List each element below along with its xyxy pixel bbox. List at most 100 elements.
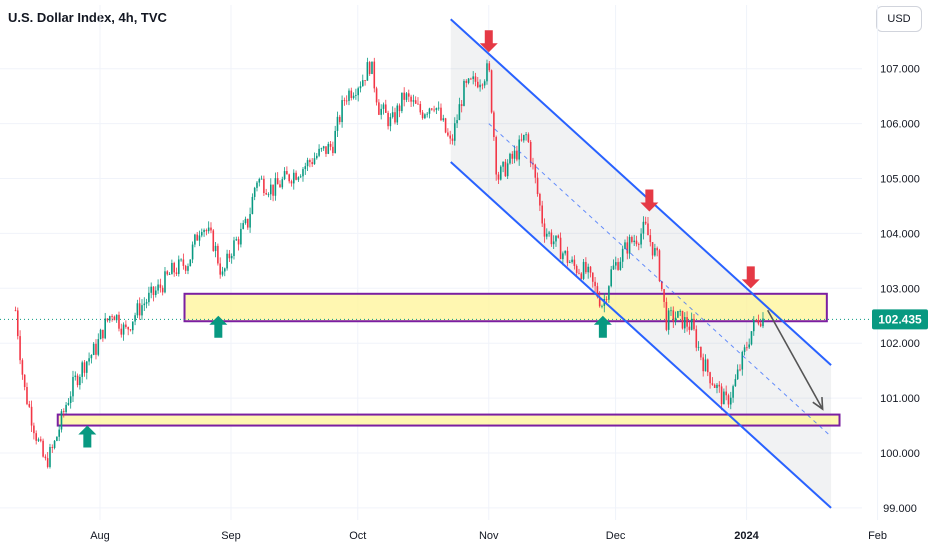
candle-body xyxy=(359,86,362,89)
candle-body xyxy=(106,318,109,321)
candle-body xyxy=(288,174,290,182)
candle-body xyxy=(430,108,433,110)
candle-body xyxy=(37,439,40,441)
arrow-up-icon xyxy=(593,315,612,338)
candle-body xyxy=(290,181,293,184)
candle-body xyxy=(598,296,601,307)
candle-body xyxy=(660,281,663,290)
candle-body xyxy=(81,362,83,377)
candle-body xyxy=(396,105,399,123)
candle-body xyxy=(361,80,364,87)
candle-body xyxy=(198,235,201,241)
candle-body xyxy=(56,436,58,441)
candle-body xyxy=(635,240,638,245)
arrow-up-icon xyxy=(78,425,97,448)
candle-body xyxy=(42,440,44,457)
x-tick-label: Aug xyxy=(90,530,110,542)
candle-body xyxy=(88,358,90,362)
candle-body xyxy=(447,132,449,136)
candle-body xyxy=(502,161,504,167)
candle-body xyxy=(631,236,633,242)
candle-body xyxy=(626,242,629,254)
candle-body xyxy=(624,242,626,249)
candle-body xyxy=(509,153,511,164)
candle-body xyxy=(235,239,238,241)
candle-body xyxy=(79,376,81,386)
candle-body xyxy=(223,268,226,272)
candle-body xyxy=(628,236,631,254)
candle-body xyxy=(424,114,426,119)
candle-body xyxy=(460,104,463,106)
candle-body xyxy=(237,239,240,245)
candle-body xyxy=(53,440,56,448)
candle-body xyxy=(131,321,134,331)
candle-body xyxy=(244,218,247,224)
candle-body xyxy=(732,386,734,398)
candle-body xyxy=(221,271,224,275)
candle-body xyxy=(621,248,624,262)
candle-body xyxy=(421,112,424,119)
candle-body xyxy=(525,134,527,136)
candle-body xyxy=(263,178,265,193)
candle-body xyxy=(260,178,263,180)
candle-body xyxy=(467,78,470,83)
candle-body xyxy=(686,317,688,327)
candle-body xyxy=(739,369,741,371)
candle-body xyxy=(736,369,739,380)
candle-body xyxy=(504,161,507,177)
candle-body xyxy=(104,318,106,339)
candle-body xyxy=(46,458,49,467)
candle-body xyxy=(371,61,373,74)
candle-body xyxy=(495,137,497,175)
chart-title: U.S. Dollar Index, 4h, TVC xyxy=(8,10,167,25)
candle-body xyxy=(640,233,642,245)
candle-body xyxy=(306,160,309,167)
candle-body xyxy=(483,81,486,86)
candle-body xyxy=(543,223,546,237)
candle-body xyxy=(194,234,196,245)
candle-body xyxy=(649,235,652,243)
candle-body xyxy=(716,384,718,388)
candle-body xyxy=(548,232,550,234)
candle-body xyxy=(322,146,325,149)
candle-body xyxy=(214,245,217,251)
candle-body xyxy=(741,351,744,370)
currency-button[interactable]: USD xyxy=(876,6,922,32)
x-tick-label: Sep xyxy=(221,530,241,542)
candle-body xyxy=(755,320,757,321)
y-tick-label: 99.000 xyxy=(883,503,917,515)
candle-body xyxy=(633,240,635,242)
candle-body xyxy=(762,318,764,327)
candle-body xyxy=(522,134,525,141)
candle-body xyxy=(405,93,408,100)
candle-body xyxy=(184,265,187,271)
channel-fill xyxy=(450,19,832,508)
candle-body xyxy=(378,102,380,115)
candle-body xyxy=(401,92,403,112)
candle-body xyxy=(44,456,47,459)
candle-body xyxy=(95,343,97,355)
candle-body xyxy=(456,120,458,124)
candle-body xyxy=(677,311,679,318)
candle-body xyxy=(539,193,541,206)
candle-body xyxy=(325,146,327,154)
candle-body xyxy=(499,166,502,180)
last-price-badge xyxy=(872,309,928,330)
candle-body xyxy=(663,289,665,302)
channel-mid-line xyxy=(488,123,832,437)
candle-body xyxy=(348,90,350,101)
candle-body xyxy=(582,261,585,279)
candle-body xyxy=(182,259,185,266)
candle-body xyxy=(497,174,500,180)
candle-body xyxy=(718,384,721,387)
candle-body xyxy=(242,223,244,229)
candle-body xyxy=(472,76,474,80)
candle-body xyxy=(605,299,608,300)
candle-body xyxy=(612,265,615,270)
candle-body xyxy=(566,250,569,263)
candle-body xyxy=(493,112,495,138)
candle-body xyxy=(355,95,357,96)
candle-body xyxy=(332,146,334,154)
candle-body xyxy=(251,196,254,215)
